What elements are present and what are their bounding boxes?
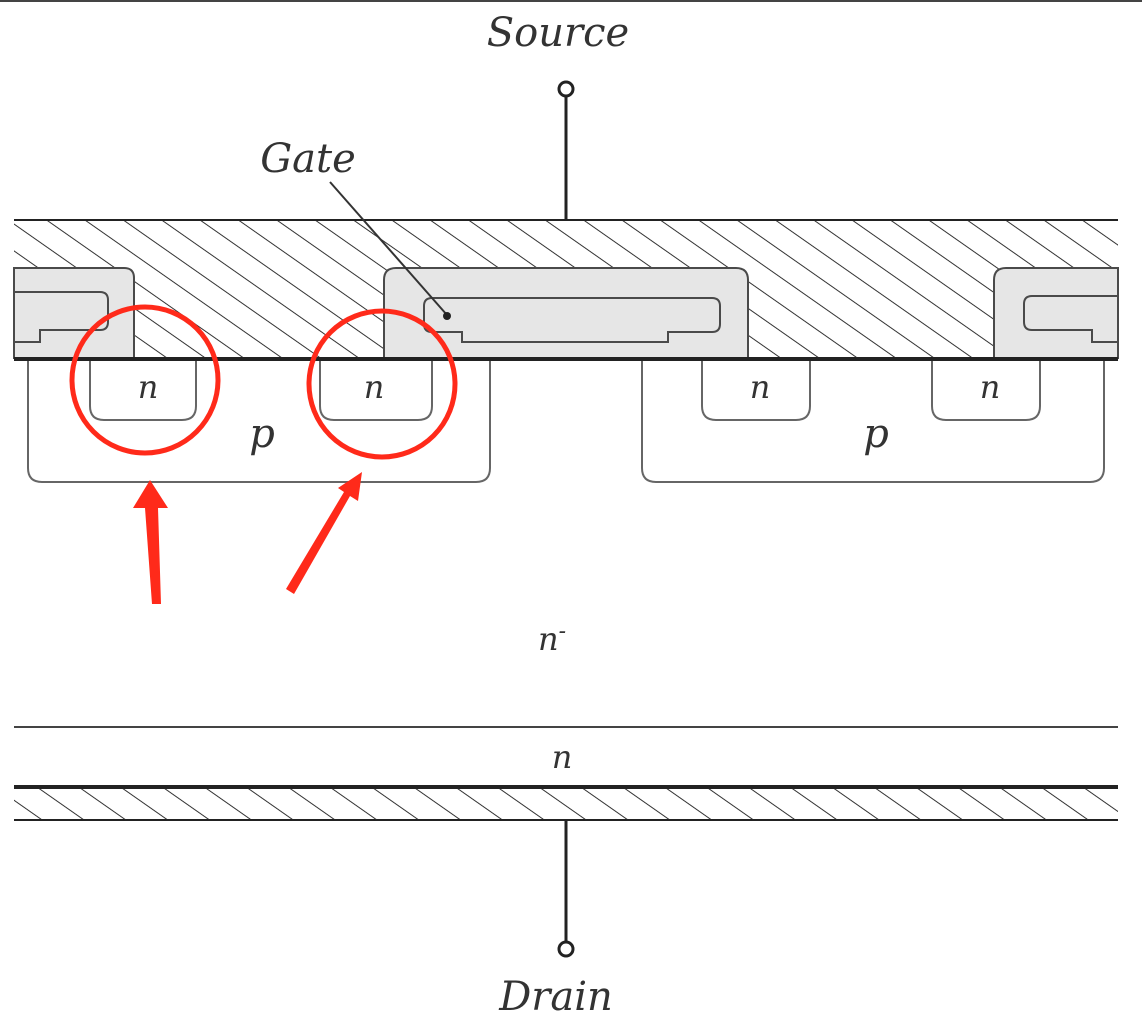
n-region-label-4: n	[980, 368, 1001, 406]
source-terminal-icon	[557, 80, 575, 98]
n-minus-superscript: -	[559, 619, 566, 644]
n-region-label-1: n	[138, 368, 159, 406]
n-region-1	[89, 361, 197, 421]
n-minus-drift-label: n-	[538, 619, 566, 658]
gate-leader-line	[329, 181, 448, 316]
n-region-4	[931, 361, 1041, 421]
p-region-label-2: p	[863, 411, 889, 457]
annotation-arrow-right-icon	[286, 472, 362, 594]
source-label: Source	[487, 10, 629, 56]
gate-structure-right	[993, 267, 1119, 359]
drain-label: Drain	[498, 974, 613, 1020]
p-body-left	[27, 361, 491, 483]
gate-structure-left	[13, 267, 135, 359]
gate-label: Gate	[260, 136, 356, 182]
n-region-label-3: n	[750, 368, 771, 406]
annotation-circle-left	[69, 304, 221, 456]
gate-leader-dot-icon	[443, 312, 451, 320]
annotation-arrow-left-icon	[133, 480, 168, 604]
n-buffer-label: n	[552, 738, 573, 776]
gate-structure-center	[383, 267, 749, 359]
drain-metal-layer	[14, 785, 1118, 821]
drain-terminal-icon	[557, 940, 575, 958]
n-region-2	[319, 361, 433, 421]
p-body-right	[641, 361, 1105, 483]
n-region-label-2: n	[364, 368, 385, 406]
annotation-circle-right	[306, 308, 458, 460]
p-region-label-1: p	[249, 411, 275, 457]
n-region-3	[701, 361, 811, 421]
